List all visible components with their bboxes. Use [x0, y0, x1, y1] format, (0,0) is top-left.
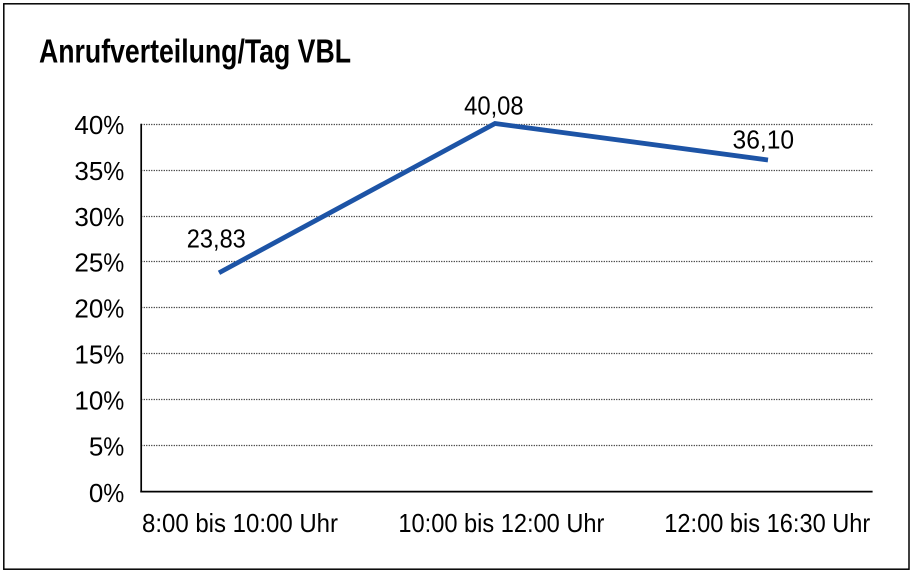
- svg-text:%: %: [103, 110, 124, 140]
- svg-text:40: 40: [74, 110, 103, 140]
- svg-text:25: 25: [74, 248, 103, 278]
- svg-text:%: %: [103, 156, 124, 186]
- svg-text:36,10: 36,10: [733, 125, 795, 155]
- svg-text:%: %: [103, 248, 124, 278]
- svg-text:10: 10: [74, 385, 103, 415]
- svg-text:%: %: [103, 340, 124, 370]
- svg-text:Anrufverteilung/Tag VBL: Anrufverteilung/Tag VBL: [39, 34, 351, 71]
- svg-text:15: 15: [74, 340, 103, 370]
- svg-text:%: %: [103, 385, 124, 415]
- svg-text:12:00 bis 16:30 Uhr: 12:00 bis 16:30 Uhr: [664, 508, 870, 538]
- svg-text:0: 0: [89, 478, 103, 508]
- svg-text:%: %: [103, 478, 124, 508]
- svg-text:%: %: [103, 432, 124, 462]
- svg-text:23,83: 23,83: [187, 224, 246, 254]
- svg-text:20: 20: [74, 294, 103, 324]
- svg-text:%: %: [103, 294, 124, 324]
- svg-text:40,08: 40,08: [464, 91, 524, 121]
- svg-text:10:00 bis 12:00 Uhr: 10:00 bis 12:00 Uhr: [398, 508, 604, 538]
- svg-text:30: 30: [74, 202, 103, 232]
- svg-text:5: 5: [89, 432, 103, 462]
- svg-text:8:00 bis 10:00 Uhr: 8:00 bis 10:00 Uhr: [142, 508, 338, 538]
- svg-text:%: %: [103, 202, 124, 232]
- svg-text:35: 35: [74, 156, 103, 186]
